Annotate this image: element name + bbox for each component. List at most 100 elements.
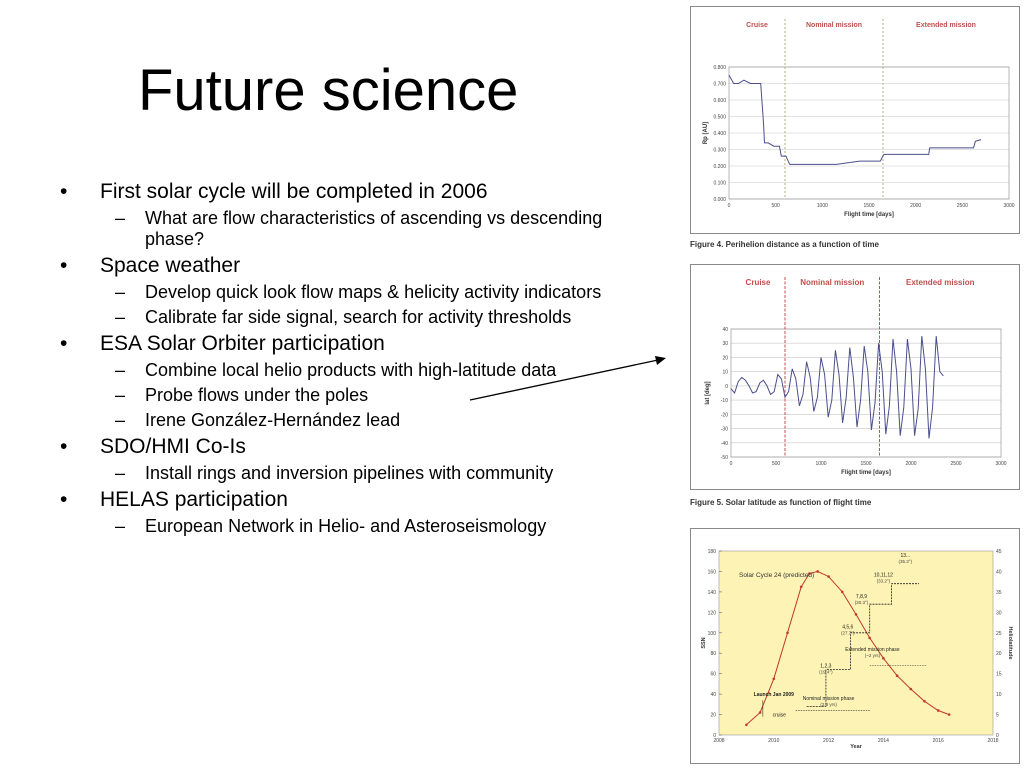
plot-area [728, 66, 1010, 200]
dash-marker: – [115, 385, 126, 405]
annotation-label: Extended mission phase [845, 647, 900, 653]
annotation-note: (30.3°) [855, 600, 869, 605]
y-tick-label: 0.700 [713, 82, 726, 88]
latitude-figure: Cruise Nominal mission Extended mission -50… [690, 264, 1020, 490]
y2-tick-label: 30 [996, 610, 1002, 616]
bullet-item: • SDO/HMI Co-Is [60, 435, 630, 459]
y2-tick-label: 40 [996, 569, 1002, 575]
dash-marker: – [115, 208, 126, 228]
bullet-marker: • [60, 180, 68, 203]
sub-bullet-item: – Calibrate far side signal, search for a… [60, 307, 630, 328]
ssn-point [909, 687, 913, 691]
y-tick-label: 0.100 [713, 181, 726, 187]
sub-bullet-item: – Irene González-Hernández lead [60, 410, 630, 431]
solar-cycle-chart: 0 20 40 60 80 100 120 140 160 180 0 5 10 15 20 25 30 35 40… [701, 549, 1013, 750]
dash-marker: – [115, 463, 126, 483]
x-tick-label: 2000 [905, 461, 916, 467]
bullet-item: • First solar cycle will be completed in … [60, 180, 630, 204]
y-tick-label: 40 [710, 692, 716, 698]
y2-tick-label: 0 [996, 733, 999, 739]
y-tick-label: -40 [721, 441, 728, 447]
annotation-note: (2.8 yrs) [820, 702, 837, 707]
slide-title: Future science [138, 58, 519, 123]
x-tick-label: 1000 [815, 461, 826, 467]
y-axis-label: lat [deg] [705, 381, 711, 404]
bullet-marker: • [60, 488, 68, 511]
solar-cycle-figure: 0 20 40 60 80 100 120 140 160 180 0 5 10 15 20 25 30 35 40… [690, 528, 1020, 764]
phase-label: Nominal mission [800, 278, 864, 287]
chart-title: Solar Cycle 24 (predicted) [739, 572, 814, 579]
bullet-text: SDO/HMI Co-Is [100, 435, 246, 458]
plot-area [730, 328, 1002, 458]
bullet-marker: • [60, 254, 68, 277]
annotation-label: 4,5,6 [842, 625, 853, 631]
x-tick-label: 2016 [933, 738, 944, 744]
y-tick-label: 0.600 [713, 98, 726, 104]
bullet-marker: • [60, 435, 68, 458]
data-line [728, 75, 982, 165]
y-tick-label: 60 [710, 672, 716, 678]
x-tick-label: 500 [772, 461, 781, 467]
phase-label: Cruise [746, 278, 771, 287]
y-tick-label: 0.000 [713, 197, 726, 203]
bullet-text: ESA Solar Orbiter participation [100, 332, 385, 355]
ssn-point [841, 590, 844, 594]
y-tick-label: 120 [708, 610, 717, 616]
phase-label: Extended mission [906, 278, 975, 287]
ssn-point [923, 699, 926, 703]
plot-area [718, 550, 994, 736]
y-tick-label: 40 [722, 327, 728, 333]
x-tick-label: 0 [728, 203, 731, 209]
y2-tick-label: 15 [996, 672, 1002, 678]
sub-bullet-text: Probe flows under the poles [145, 385, 369, 405]
ssn-point [854, 613, 858, 616]
figure-5-caption: Figure 5. Solar latitude as function of … [690, 498, 872, 507]
y-tick-label: 100 [708, 631, 717, 637]
y-tick-label: 0 [725, 384, 728, 390]
y-tick-label: 0.500 [713, 115, 726, 121]
x-tick-label: 2000 [910, 203, 921, 209]
sub-bullet-item: – Combine local helio products with high-… [60, 360, 630, 381]
sub-bullet-text: Combine local helio products with high-l… [145, 360, 557, 380]
ssn-point [786, 631, 789, 635]
x-tick-label: 3000 [1003, 203, 1014, 209]
sub-bullet-item: – Probe flows under the poles [60, 385, 630, 406]
ssn-point [936, 709, 940, 712]
dash-marker: – [115, 282, 126, 302]
y2-axis-label: Heliolatitude [1007, 626, 1013, 659]
bullet-text: Space weather [100, 254, 241, 277]
x-tick-label: 2012 [823, 738, 834, 744]
ssn-point [882, 657, 885, 660]
y-axis-label: SSN [701, 637, 707, 648]
x-tick-label: 3000 [995, 461, 1006, 467]
ssn-point [758, 711, 762, 714]
y-tick-label: -50 [721, 455, 728, 461]
x-axis-label: Year [850, 744, 862, 750]
y-tick-label: 160 [708, 569, 717, 575]
x-tick-label: 500 [771, 203, 780, 209]
ssn-point [868, 636, 871, 640]
perihelion-chart: Cruise Nominal mission Extended mission 0.0… [703, 19, 1015, 218]
ssn-point [816, 570, 819, 573]
y-tick-label: 180 [708, 549, 717, 555]
ssn-point [827, 575, 830, 578]
figure-4-caption: Figure 4. Perihelion distance as a funct… [690, 240, 879, 249]
bullet-item: • Space weather [60, 254, 630, 278]
ssn-point [745, 723, 748, 727]
annotation-label: cruise [773, 713, 787, 719]
phase-label: Nominal mission [806, 22, 862, 29]
annotation-note: (27.7°) [841, 631, 855, 636]
ssn-point [799, 585, 803, 589]
y-tick-label: -20 [721, 412, 728, 418]
heliolatitude-steps [806, 583, 919, 707]
dash-marker: – [115, 516, 126, 536]
ssn-point [895, 674, 899, 678]
sub-bullet-text: Calibrate far side signal, search for ac… [145, 307, 572, 327]
x-tick-label: 2008 [713, 738, 724, 744]
ssn-point [772, 677, 776, 681]
y-tick-label: 0.400 [713, 131, 726, 137]
annotation-note: (33.2°) [877, 579, 891, 584]
sub-bullet-item: – European Network in Helio- and Asterose… [60, 516, 630, 537]
sub-bullet-text: Develop quick look flow maps & helicity … [145, 282, 602, 302]
dash-marker: – [115, 307, 126, 327]
